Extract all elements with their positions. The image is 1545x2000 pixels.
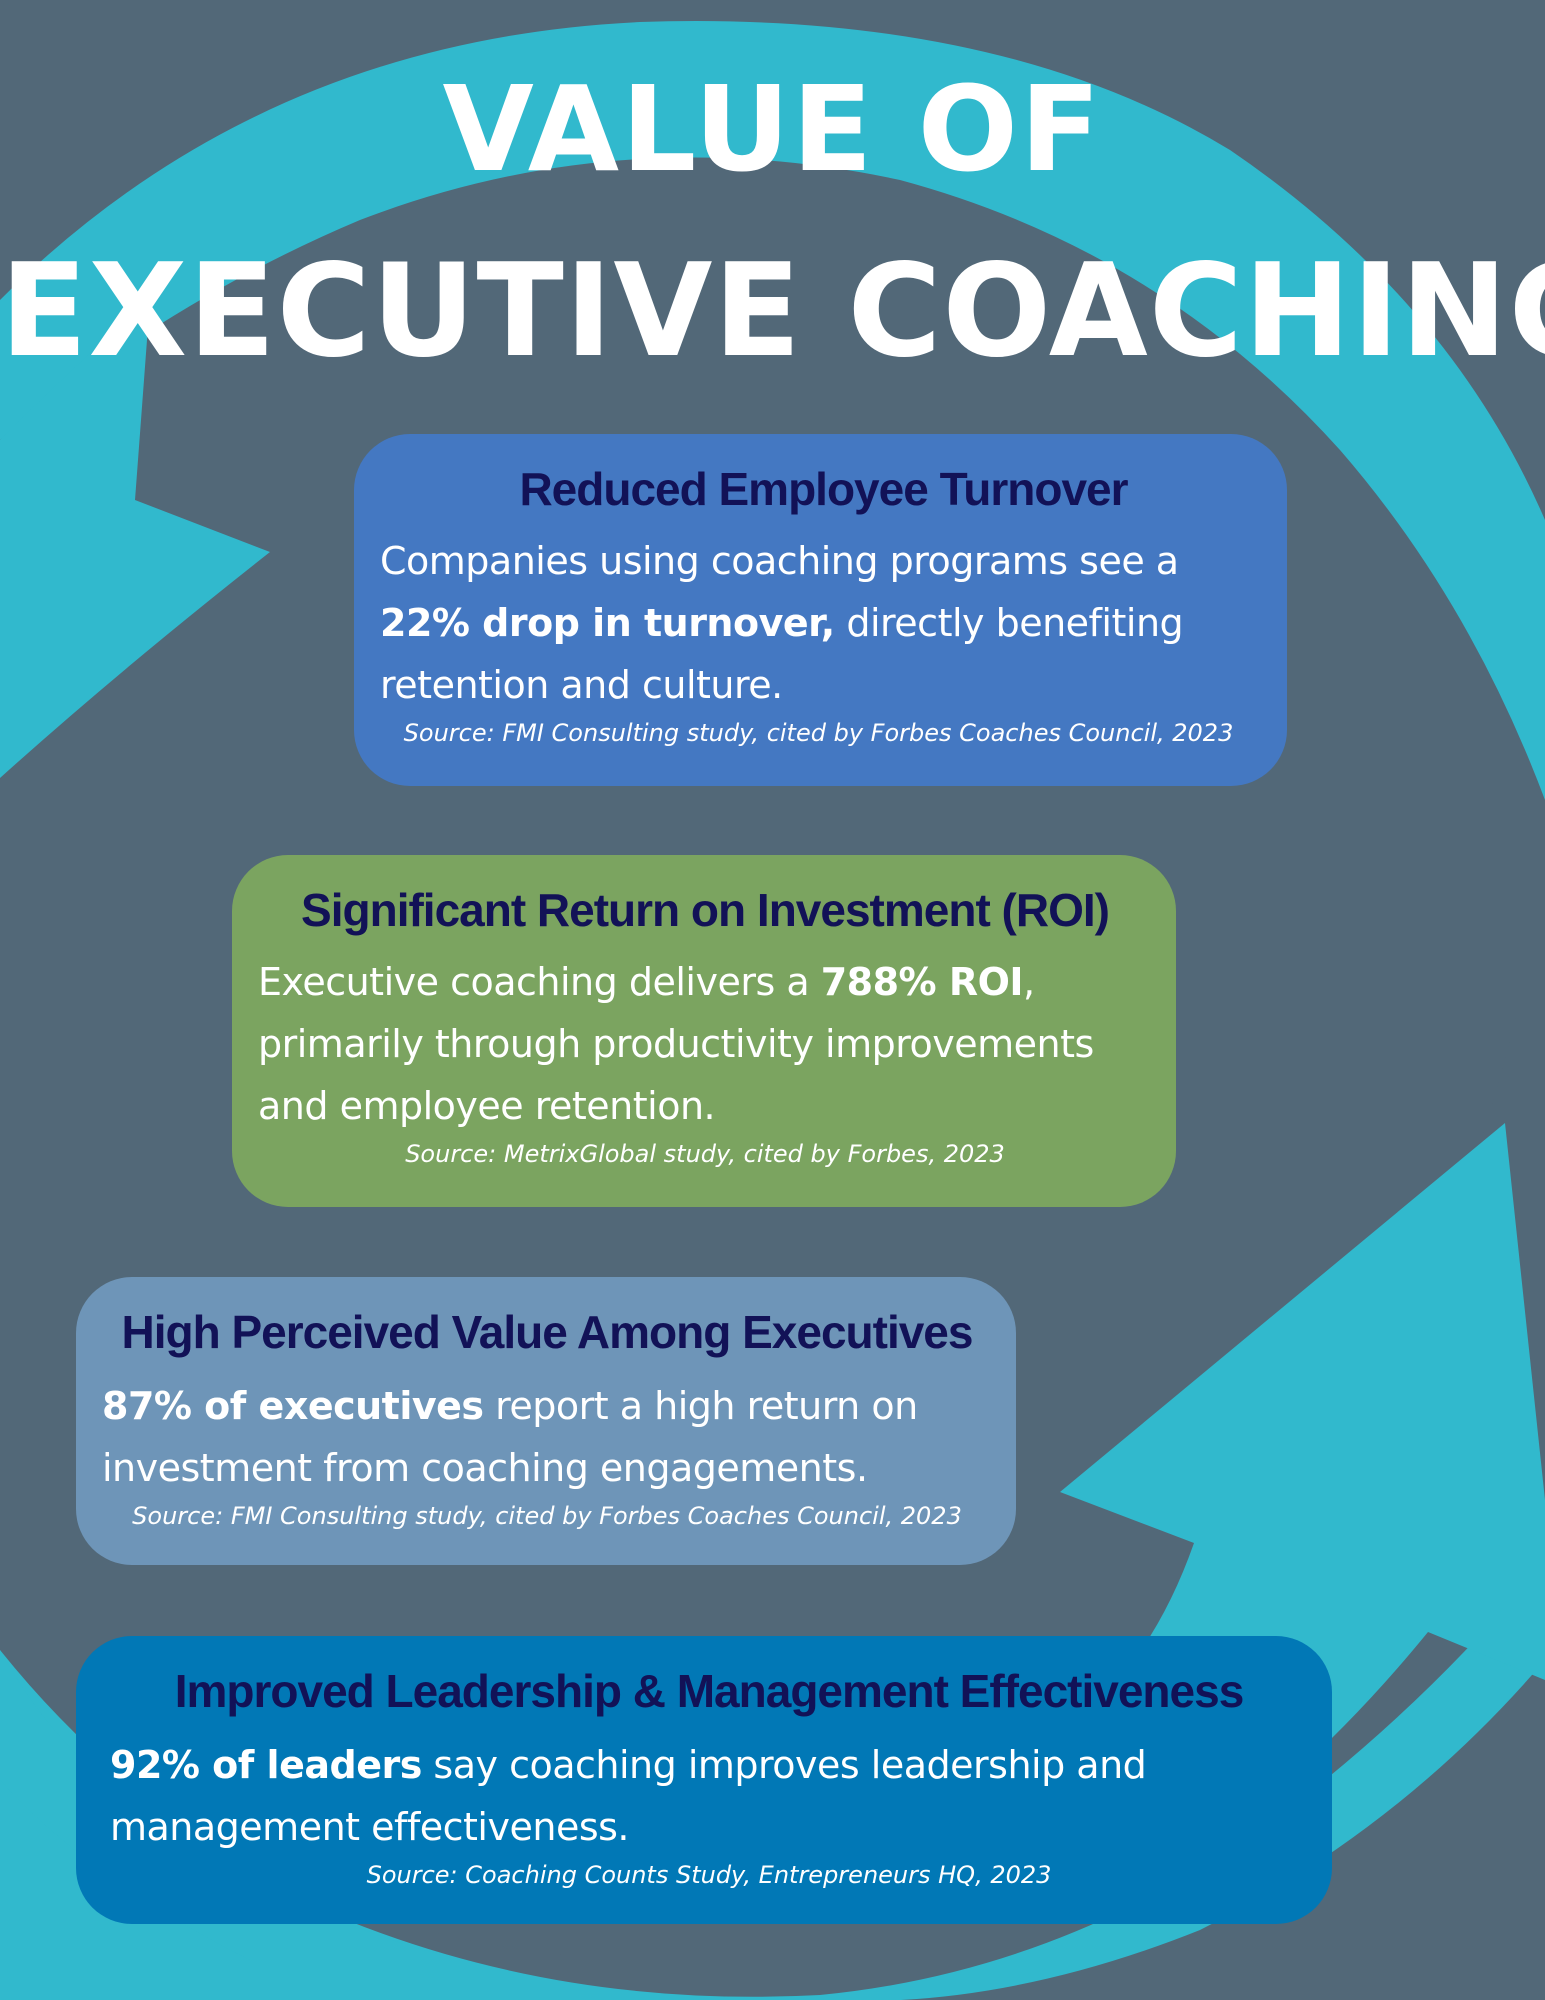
card-body-text-end: directly benefiting retention and cultur… <box>380 601 1184 707</box>
card-body-highlight: 87% of executives <box>102 1384 484 1428</box>
card-body-text: Companies using coaching programs see a <box>380 539 1179 583</box>
card-heading: Reduced Employee Turnover <box>519 463 1128 515</box>
card-roi: Significant Return on Investment (ROI) E… <box>232 855 1176 1207</box>
card-body-text-end: , primarily through productivity improve… <box>258 960 1094 1128</box>
title-line-1: VALUE OF <box>442 60 1103 198</box>
circular-arrow-lower-band <box>0 1560 1545 2000</box>
card-body: Executive coaching delivers a 788% ROI, … <box>258 951 1152 1137</box>
card-leadership-effectiveness: Improved Leadership & Management Effecti… <box>76 1636 1332 1924</box>
card-body-highlight: 788% ROI <box>820 960 1024 1004</box>
arrow-head-left <box>0 300 270 778</box>
card-heading: Improved Leadership & Management Effecti… <box>174 1665 1245 1717</box>
card-body-highlight: 92% of leaders <box>110 1743 422 1787</box>
card-reduced-turnover: Reduced Employee Turnover Companies usin… <box>354 434 1287 786</box>
card-body: 87% of executives report a high return o… <box>102 1375 992 1499</box>
card-body: 92% of leaders say coaching improves lea… <box>110 1734 1308 1858</box>
card-source: Source: Coaching Counts Study, Entrepren… <box>366 1861 1052 1889</box>
card-source: Source: MetrixGlobal study, cited by For… <box>405 1140 1005 1168</box>
card-body: Companies using coaching programs see a … <box>380 530 1257 716</box>
card-source: Source: FMI Consulting study, cited by F… <box>403 719 1234 747</box>
card-body-highlight: 22% drop in turnover, <box>380 601 835 645</box>
title-line-2: EXECUTIVE COACHING <box>0 237 1545 386</box>
card-perceived-value: High Perceived Value Among Executives 87… <box>76 1277 1016 1565</box>
card-body-text: Executive coaching delivers a <box>258 960 810 1004</box>
card-heading: High Perceived Value Among Executives <box>121 1306 974 1358</box>
card-source: Source: FMI Consulting study, cited by F… <box>132 1502 962 1530</box>
card-heading: Significant Return on Investment (ROI) <box>301 884 1110 936</box>
circular-arrow-band <box>0 21 1545 801</box>
card-body-text-end: report a high return on investment from … <box>102 1384 918 1490</box>
card-body-text-end: say coaching improves leadership and man… <box>110 1743 1147 1849</box>
